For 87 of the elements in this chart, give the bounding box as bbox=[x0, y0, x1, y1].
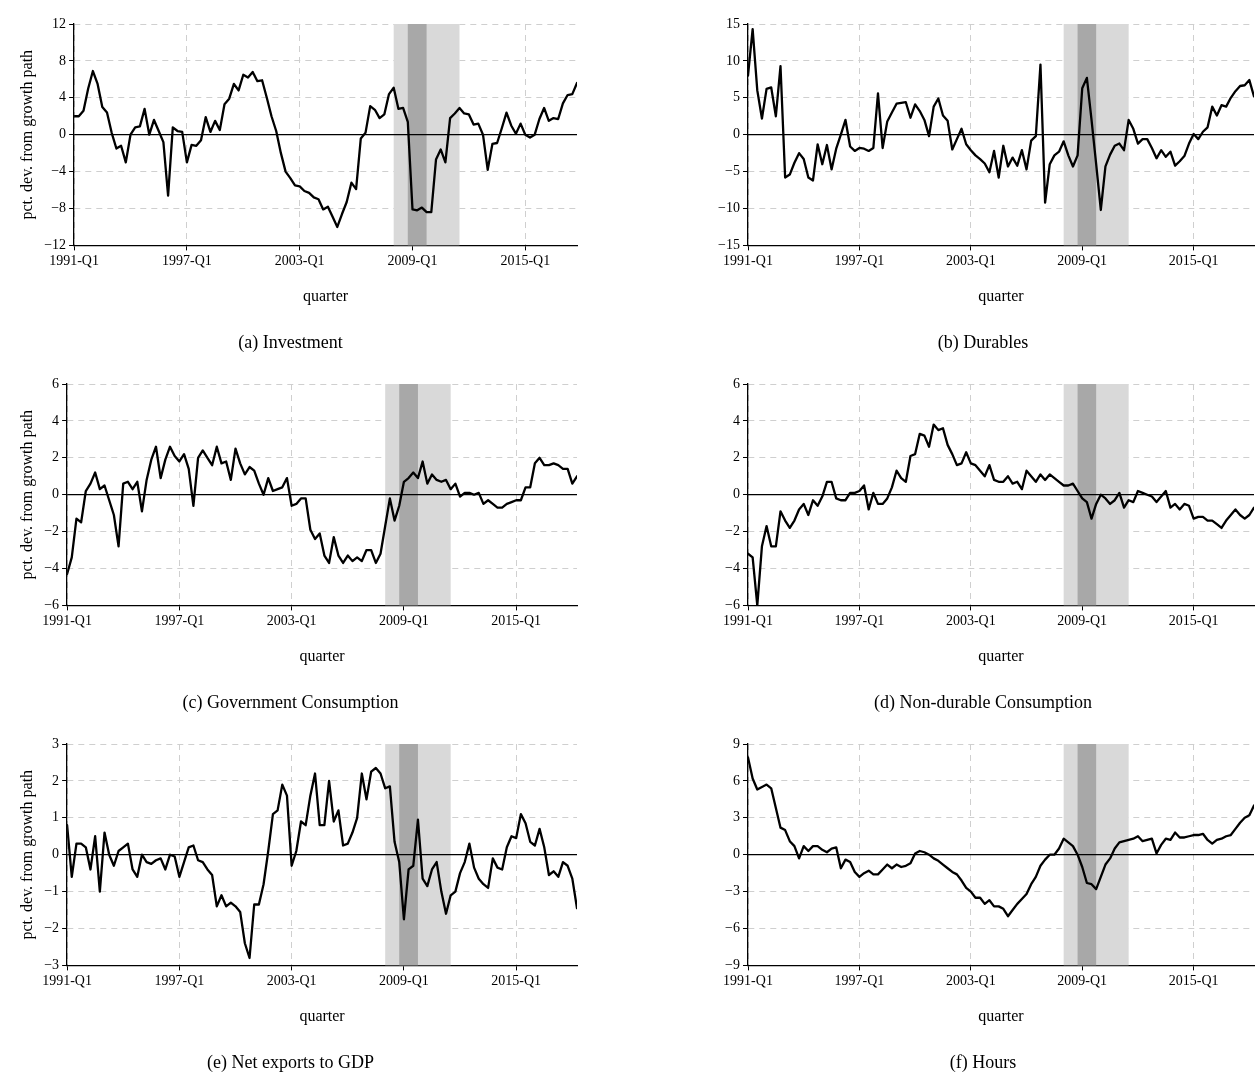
y-tick-label: 2 bbox=[733, 449, 740, 465]
y-tick-label: −3 bbox=[725, 883, 740, 899]
text: (e) Net exports to GDP bbox=[207, 1051, 374, 1073]
x-tick-label: 2015-Q1 bbox=[1168, 613, 1219, 629]
y-tick-label: −10 bbox=[718, 200, 740, 216]
x-tick-label: 1997-Q1 bbox=[834, 253, 885, 269]
x-tick-label: 1997-Q1 bbox=[154, 613, 205, 629]
y-tick-label: −4 bbox=[51, 163, 67, 179]
text: (d) Non-durable Consumption bbox=[874, 691, 1092, 713]
y-tick-label: −6 bbox=[44, 597, 60, 613]
y-tick-label: −8 bbox=[51, 200, 67, 216]
y-tick-label: 15 bbox=[726, 15, 740, 31]
x-tick-label: 2009-Q1 bbox=[379, 613, 429, 629]
y-tick-label: −5 bbox=[725, 163, 740, 179]
y-tick-label: −15 bbox=[718, 237, 740, 253]
y-tick-label: 6 bbox=[733, 772, 740, 788]
y-tick-label: −2 bbox=[725, 523, 740, 539]
y-tick-label: −4 bbox=[725, 560, 740, 576]
y-tick-label: 0 bbox=[52, 486, 60, 502]
y-tick-label: 4 bbox=[52, 412, 60, 428]
y-tick-label: 0 bbox=[52, 846, 60, 862]
x-tick-label: 2009-Q1 bbox=[1057, 253, 1108, 269]
y-tick-label: −2 bbox=[44, 523, 60, 539]
x-tick-label: 1997-Q1 bbox=[162, 253, 212, 269]
y-tick-label: −12 bbox=[44, 237, 67, 253]
x-tick-label: 1997-Q1 bbox=[834, 973, 885, 989]
text: (a) Investment bbox=[238, 331, 343, 353]
y-axis-title: pct. dev. from growth path bbox=[17, 769, 36, 940]
text: (b) Durables bbox=[937, 331, 1029, 353]
y-tick-label: −6 bbox=[725, 920, 740, 936]
text: (c) Government Consumption bbox=[182, 691, 399, 713]
y-tick-label: 8 bbox=[59, 52, 67, 68]
y-tick-label: −9 bbox=[725, 957, 740, 973]
x-tick-label: 2003-Q1 bbox=[274, 253, 325, 269]
y-tick-label: 3 bbox=[52, 735, 60, 751]
x-tick-label: 2015-Q1 bbox=[1168, 973, 1219, 989]
x-tick-label: 2003-Q1 bbox=[945, 253, 996, 269]
x-tick-label: 1991-Q1 bbox=[49, 253, 99, 269]
y-tick-label: 10 bbox=[726, 52, 740, 68]
y-tick-label: 4 bbox=[59, 89, 67, 105]
x-tick-label: 1991-Q1 bbox=[723, 973, 773, 989]
y-tick-label: 6 bbox=[733, 375, 740, 391]
y-tick-label: 12 bbox=[52, 15, 67, 31]
y-tick-label: 9 bbox=[733, 735, 740, 751]
x-tick-label: 1997-Q1 bbox=[154, 973, 205, 989]
x-tick-label: 2003-Q1 bbox=[266, 973, 317, 989]
x-tick-label: 2015-Q1 bbox=[1168, 253, 1219, 269]
y-tick-label: −6 bbox=[725, 597, 740, 613]
x-tick-label: 1991-Q1 bbox=[42, 973, 92, 989]
x-axis-title: quarter bbox=[302, 287, 349, 305]
x-axis-title: quarter bbox=[299, 1007, 346, 1025]
x-axis-title: quarter bbox=[978, 1007, 1025, 1025]
y-tick-label: 0 bbox=[59, 126, 67, 142]
x-tick-label: 2009-Q1 bbox=[1057, 613, 1108, 629]
x-tick-label: 1997-Q1 bbox=[834, 613, 885, 629]
x-tick-label: 2009-Q1 bbox=[379, 973, 429, 989]
y-tick-label: −3 bbox=[44, 957, 60, 973]
y-tick-label: 0 bbox=[733, 846, 740, 862]
x-tick-label: 2003-Q1 bbox=[266, 613, 317, 629]
y-tick-label: 5 bbox=[733, 89, 740, 105]
x-tick-label: 2009-Q1 bbox=[1057, 973, 1108, 989]
x-tick-label: 2003-Q1 bbox=[945, 973, 996, 989]
x-tick-label: 1991-Q1 bbox=[723, 613, 773, 629]
text: (f) Hours bbox=[949, 1051, 1017, 1073]
x-tick-label: 2015-Q1 bbox=[500, 253, 551, 269]
x-tick-label: 2003-Q1 bbox=[945, 613, 996, 629]
x-axis-title: quarter bbox=[978, 287, 1025, 305]
x-tick-label: 2009-Q1 bbox=[387, 253, 438, 269]
y-tick-label: 4 bbox=[733, 412, 740, 428]
y-tick-label: −4 bbox=[44, 560, 60, 576]
y-tick-label: 0 bbox=[733, 486, 740, 502]
y-tick-label: −1 bbox=[44, 883, 60, 899]
y-tick-label: −2 bbox=[44, 920, 60, 936]
x-tick-label: 1991-Q1 bbox=[723, 253, 773, 269]
x-tick-label: 2015-Q1 bbox=[491, 973, 542, 989]
x-tick-label: 1991-Q1 bbox=[42, 613, 92, 629]
y-axis-title: pct. dev. from growth path bbox=[17, 409, 36, 580]
x-axis-title: quarter bbox=[978, 647, 1025, 665]
y-axis-title: pct. dev. from growth path bbox=[17, 49, 36, 220]
y-tick-label: 2 bbox=[52, 772, 60, 788]
y-tick-label: 1 bbox=[52, 809, 60, 825]
x-tick-label: 2015-Q1 bbox=[491, 613, 542, 629]
y-tick-label: 3 bbox=[733, 809, 740, 825]
y-tick-label: 2 bbox=[52, 449, 60, 465]
x-axis-title: quarter bbox=[299, 647, 346, 665]
y-tick-label: 6 bbox=[52, 375, 60, 391]
y-tick-label: 0 bbox=[733, 126, 740, 142]
